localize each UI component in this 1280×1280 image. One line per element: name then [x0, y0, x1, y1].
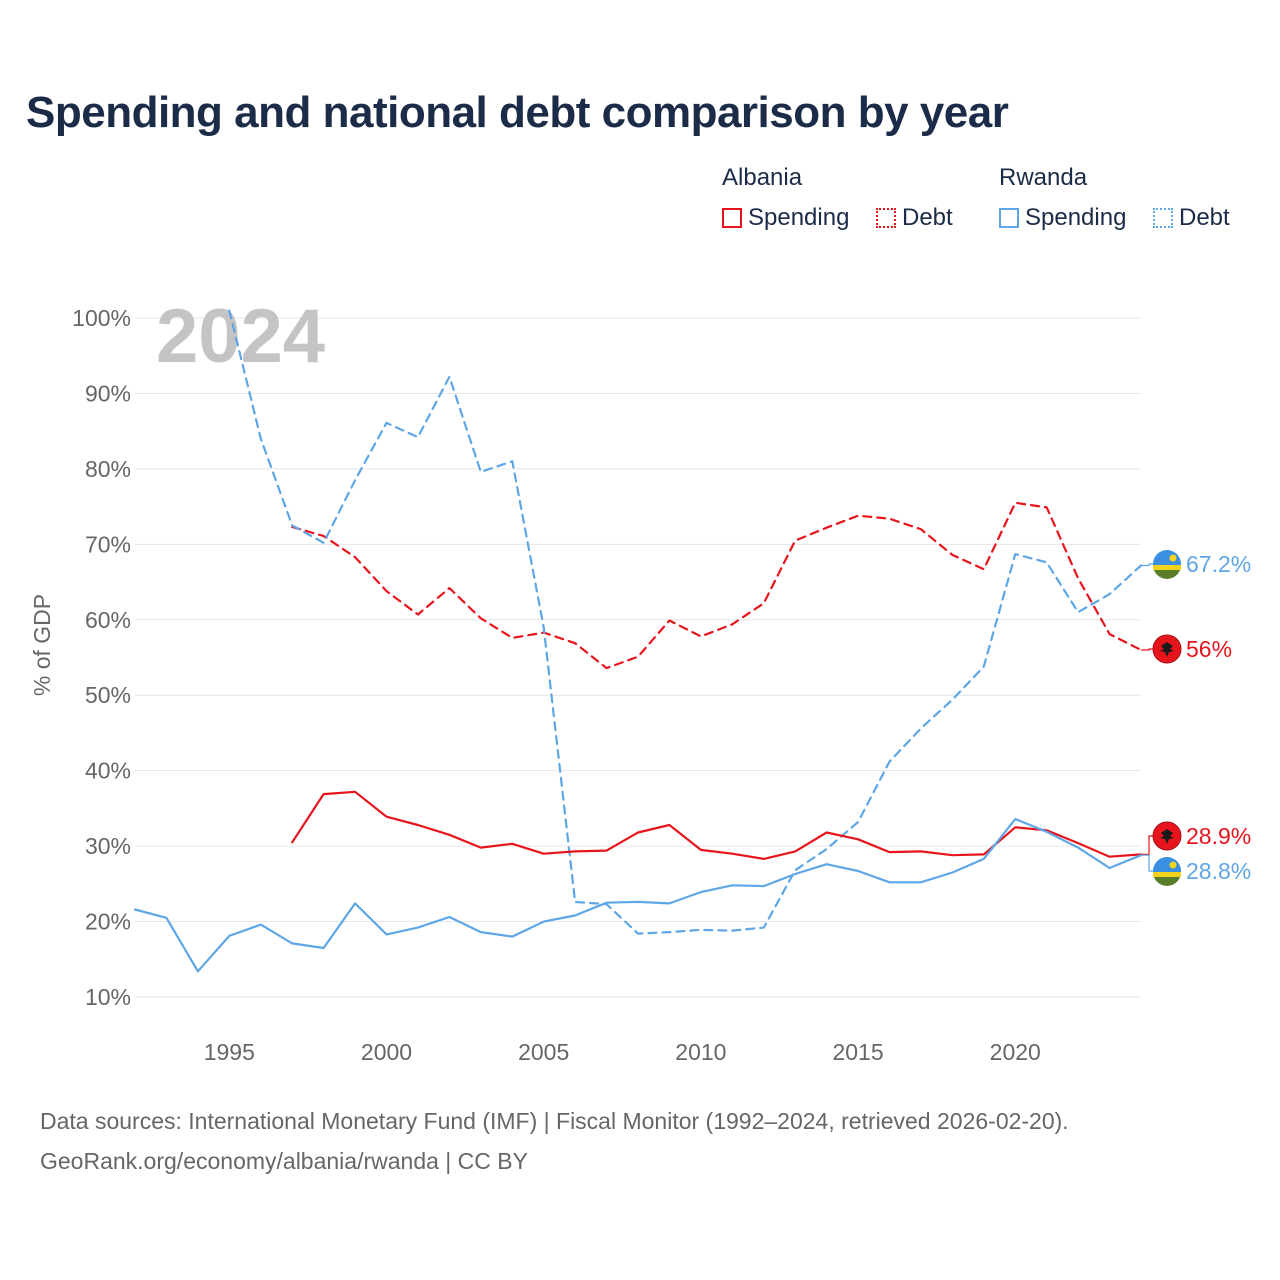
x-tick-label: 2005: [518, 1039, 569, 1065]
series-line-rwanda-debt: [228, 309, 1143, 935]
y-axis-ticks: 10% 20% 30% 40% 50% 60% 70% 80% 90% 100%: [72, 305, 131, 1010]
legend-rwanda-debt[interactable]: Debt: [1153, 204, 1230, 232]
x-tick-label: 2015: [832, 1039, 883, 1065]
x-axis-ticks: 1995 2000 2005 2010 2015 2020: [204, 1039, 1041, 1065]
legend: Albania Spending Debt Rwanda Spending De…: [722, 160, 1252, 240]
source-note: Data sources: International Monetary Fun…: [40, 1108, 1069, 1134]
end-label-value: 56%: [1186, 636, 1232, 662]
y-axis-label: % of GDP: [29, 594, 55, 696]
series-line-albania-debt: [291, 501, 1143, 670]
end-label-rwanda-spending: 28.8%: [1141, 854, 1251, 886]
end-label-rwanda-debt: 67.2%: [1141, 550, 1251, 579]
legend-swatch-rwanda-spending: [999, 208, 1019, 228]
sun-icon: [1169, 861, 1177, 869]
end-label-value: 28.8%: [1186, 858, 1251, 884]
flag-yellow-band: [1153, 565, 1181, 570]
legend-label: Debt: [902, 204, 953, 231]
y-tick-label: 40%: [85, 758, 131, 784]
x-tick-label: 2000: [361, 1039, 412, 1065]
end-label-connector: [1141, 563, 1155, 567]
series-line-albania-spending: [291, 790, 1143, 861]
y-tick-label: 10%: [85, 984, 131, 1010]
end-label-value: 28.9%: [1186, 823, 1251, 849]
sun-icon: [1169, 554, 1177, 562]
end-label-value: 67.2%: [1186, 551, 1251, 577]
y-tick-label: 60%: [85, 607, 131, 633]
chart-title: Spending and national debt comparison by…: [26, 88, 1009, 137]
end-label-albania-debt: 56%: [1141, 634, 1232, 664]
end-label-albania-spending: 28.9%: [1141, 821, 1251, 856]
eagle-emblem-icon: [1160, 642, 1174, 657]
legend-albania-title: Albania: [722, 164, 803, 191]
series-line-rwanda-spending: [133, 817, 1143, 973]
end-label-connector: [1141, 835, 1155, 856]
flag-yellow-band: [1153, 872, 1181, 877]
legend-albania-debt[interactable]: Debt: [876, 204, 953, 232]
x-tick-label: 1995: [204, 1039, 255, 1065]
year-watermark: 2024: [156, 294, 325, 379]
legend-label: Debt: [1179, 204, 1230, 231]
legend-label: Spending: [1025, 204, 1127, 231]
x-tick-label: 2010: [675, 1039, 726, 1065]
y-tick-label: 30%: [85, 833, 131, 859]
y-tick-label: 80%: [85, 456, 131, 482]
grid-lines: [135, 317, 1141, 998]
end-label-connector: [1141, 854, 1155, 872]
legend-swatch-rwanda-debt: [1153, 208, 1173, 228]
legend-label: Spending: [748, 204, 850, 231]
y-tick-label: 70%: [85, 531, 131, 557]
series-lines: [133, 309, 1143, 973]
y-tick-label: 100%: [72, 305, 131, 331]
eagle-emblem-icon: [1160, 829, 1174, 844]
legend-albania-spending[interactable]: Spending: [722, 204, 849, 232]
end-label-connector: [1141, 648, 1155, 651]
y-tick-label: 20%: [85, 909, 131, 935]
y-tick-label: 50%: [85, 682, 131, 708]
y-tick-label: 90%: [85, 380, 131, 406]
end-labels: 67.2% 56% 28.9% 28.8%: [1141, 550, 1251, 886]
legend-swatch-albania-debt: [876, 208, 896, 228]
x-tick-label: 2020: [990, 1039, 1041, 1065]
attribution-link[interactable]: GeoRank.org/economy/albania/rwanda | CC …: [40, 1148, 528, 1174]
legend-swatch-albania-spending: [722, 208, 742, 228]
legend-rwanda-spending[interactable]: Spending: [999, 204, 1126, 232]
legend-rwanda-title: Rwanda: [999, 164, 1088, 191]
